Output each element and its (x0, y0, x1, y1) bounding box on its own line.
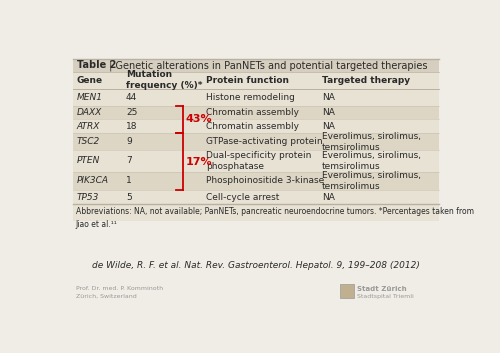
Text: Everolimus, sirolimus,
temsirolimus: Everolimus, sirolimus, temsirolimus (322, 151, 421, 171)
Text: GTPase-activating protein: GTPase-activating protein (206, 137, 322, 146)
Text: ATRX: ATRX (76, 122, 100, 131)
Text: PTEN: PTEN (76, 156, 100, 166)
Text: Abbreviations: NA, not available; PanNETs, pancreatic neuroendocrine tumors. *Pe: Abbreviations: NA, not available; PanNET… (76, 207, 473, 229)
Text: 7: 7 (126, 156, 132, 166)
Text: Zürich, Switzerland: Zürich, Switzerland (76, 294, 136, 299)
Text: 1: 1 (126, 176, 132, 185)
Text: NA: NA (322, 122, 335, 131)
Text: Targeted therapy: Targeted therapy (322, 76, 410, 85)
Bar (74, 119, 439, 133)
Bar (74, 89, 439, 106)
Text: 44: 44 (126, 92, 138, 102)
Bar (74, 204, 439, 221)
Bar (74, 59, 439, 72)
Text: Gene: Gene (76, 76, 102, 85)
Text: Phosphoinositide 3-kinase: Phosphoinositide 3-kinase (206, 176, 324, 185)
Text: Table 2: Table 2 (77, 60, 116, 71)
Text: Chromatin assembly: Chromatin assembly (206, 108, 299, 117)
Text: de Wilde, R. F. et al. Nat. Rev. Gastroenterol. Hepatol. 9, 199–208 (2012): de Wilde, R. F. et al. Nat. Rev. Gastroe… (92, 261, 420, 270)
Bar (74, 172, 439, 190)
Text: 25: 25 (126, 108, 138, 117)
Bar (74, 190, 439, 204)
Text: Stadt Zürich: Stadt Zürich (357, 286, 406, 292)
Text: NA: NA (322, 108, 335, 117)
Bar (340, 284, 354, 298)
Text: Everolimus, sirolimus,
temsirolimus: Everolimus, sirolimus, temsirolimus (322, 132, 421, 152)
Text: 17%: 17% (186, 157, 212, 167)
Text: Cell-cycle arrest: Cell-cycle arrest (206, 193, 279, 202)
Text: Stadtspital Triemli: Stadtspital Triemli (357, 294, 414, 299)
Text: DAXX: DAXX (76, 108, 102, 117)
Text: Everolimus, sirolimus,
temsirolimus: Everolimus, sirolimus, temsirolimus (322, 171, 421, 191)
Text: TP53: TP53 (76, 193, 99, 202)
Text: 18: 18 (126, 122, 138, 131)
Text: NA: NA (322, 92, 335, 102)
Text: TSC2: TSC2 (76, 137, 100, 146)
Bar (74, 150, 439, 172)
Text: PIK3CA: PIK3CA (76, 176, 108, 185)
Text: 9: 9 (126, 137, 132, 146)
Text: Mutation
frequency (%)*: Mutation frequency (%)* (126, 70, 202, 90)
Text: Chromatin assembly: Chromatin assembly (206, 122, 299, 131)
Text: MEN1: MEN1 (76, 92, 102, 102)
Bar (74, 133, 439, 150)
Text: Protein function: Protein function (206, 76, 289, 85)
Text: 43%: 43% (186, 114, 212, 124)
Text: 5: 5 (126, 193, 132, 202)
Text: | Genetic alterations in PanNETs and potential targeted therapies: | Genetic alterations in PanNETs and pot… (106, 60, 428, 71)
Text: Dual-specificity protein
phosphatase: Dual-specificity protein phosphatase (206, 151, 311, 171)
Bar (74, 106, 439, 119)
Text: Histone remodeling: Histone remodeling (206, 92, 295, 102)
Text: Prof. Dr. med. P. Komminoth: Prof. Dr. med. P. Komminoth (76, 286, 163, 291)
Text: NA: NA (322, 193, 335, 202)
Bar (74, 72, 439, 89)
